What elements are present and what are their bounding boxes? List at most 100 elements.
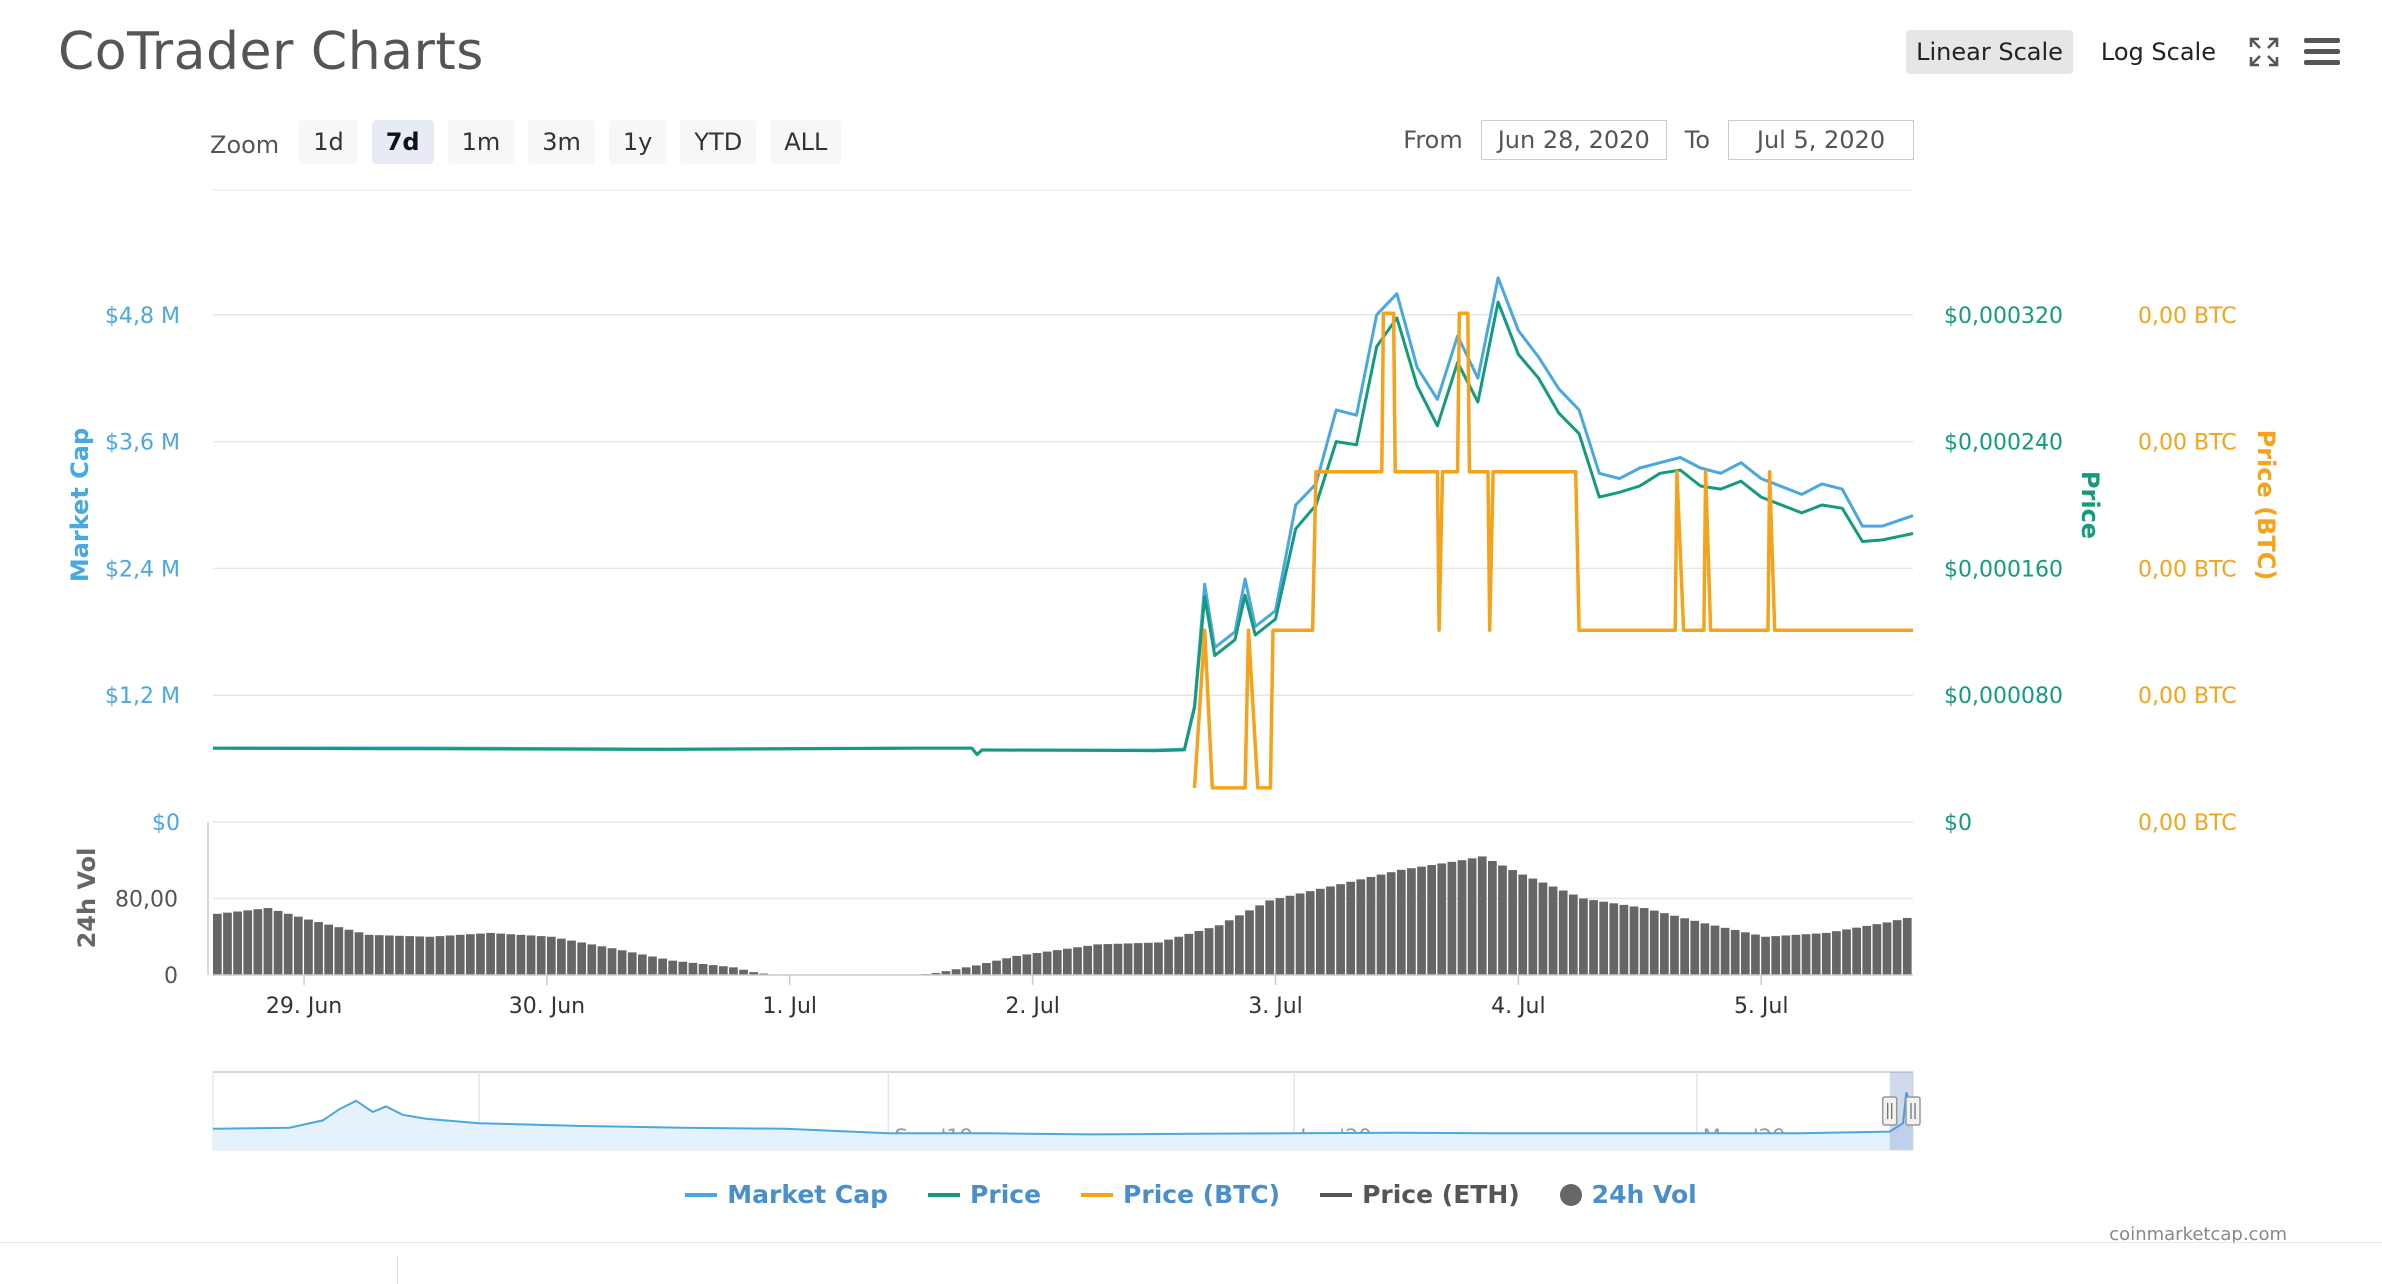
to-date-input[interactable] — [1728, 120, 1914, 160]
volume-bar — [1265, 900, 1275, 975]
zoom-3m-button[interactable]: 3m — [528, 120, 595, 164]
volume-bar — [364, 934, 374, 975]
navigator-handle[interactable] — [1905, 1096, 1921, 1126]
volume-bar — [314, 922, 323, 975]
volume-bar — [1528, 878, 1538, 975]
volume-bar — [1245, 910, 1254, 975]
x-tick-label: 4. Jul — [1491, 994, 1546, 1019]
volume-bar — [1133, 943, 1143, 975]
volume-bar — [1427, 865, 1437, 975]
volume-bar — [1154, 942, 1163, 975]
volume-bar — [607, 948, 617, 975]
zoom-7d-button[interactable]: 7d — [371, 120, 434, 164]
volume-bar — [1224, 920, 1234, 975]
date-range: From To — [1403, 120, 1914, 160]
zoom-ytd-button[interactable]: YTD — [680, 120, 757, 164]
zoom-1m-button[interactable]: 1m — [447, 120, 515, 164]
volume-bar — [1356, 879, 1366, 975]
volume-bar — [304, 919, 313, 975]
volume-bar — [1771, 936, 1781, 975]
volume-bar — [982, 963, 991, 975]
log-scale-button[interactable]: Log Scale — [2100, 38, 2216, 66]
volume-bar — [233, 911, 242, 975]
price-tick-label: $0,000080 — [1944, 684, 2063, 709]
volume-bar — [395, 935, 404, 975]
volume-bar — [1751, 934, 1760, 975]
series-line-price — [212, 300, 1914, 757]
volume-bar — [253, 909, 263, 975]
volume-bar — [324, 924, 334, 975]
volume-bar — [1113, 943, 1123, 975]
volume-bar — [1336, 884, 1345, 975]
volume-bar — [1872, 924, 1882, 975]
volume-bar — [708, 965, 718, 975]
volume-bar — [374, 935, 384, 975]
volume-bar — [455, 934, 465, 975]
volume-bar — [718, 966, 728, 975]
volume-bar — [648, 956, 657, 975]
legend-price-eth[interactable]: Price (ETH) — [1320, 1180, 1520, 1209]
volume-bar — [1862, 925, 1872, 975]
navigator-line — [212, 1092, 1914, 1136]
volume-bar — [1477, 856, 1487, 975]
fullscreen-icon[interactable] — [2244, 32, 2284, 72]
credits-link[interactable]: coinmarketcap.com — [2109, 1224, 2287, 1245]
navigator-selection — [1889, 1072, 1913, 1150]
volume-bar — [1386, 872, 1396, 975]
zoom-all-button[interactable]: ALL — [770, 120, 842, 164]
volume-bar — [1700, 923, 1710, 975]
zoom-1d-button[interactable]: 1d — [299, 120, 358, 164]
volume-bar — [1366, 876, 1376, 975]
volume-bar — [739, 969, 748, 975]
legend: Market Cap Price Price (BTC) Price (ETH)… — [0, 1180, 2382, 1209]
volume-bar — [749, 972, 759, 975]
legend-label: Market Cap — [727, 1180, 889, 1209]
volume-bar — [1538, 882, 1548, 975]
legend-price-btc[interactable]: Price (BTC) — [1081, 1180, 1280, 1209]
volume-bar — [1063, 948, 1072, 975]
price-btc-tick-label: 0,00 BTC — [2138, 431, 2237, 456]
legend-label: Price (ETH) — [1362, 1180, 1520, 1209]
volume-bar — [1073, 947, 1082, 975]
to-label: To — [1684, 126, 1710, 154]
legend-price[interactable]: Price — [928, 1180, 1041, 1209]
volume-bars — [213, 856, 1912, 975]
volume-bar — [293, 916, 303, 975]
volume-bar — [1498, 865, 1507, 975]
volume-bar — [1467, 858, 1477, 975]
volume-bar — [1832, 931, 1841, 975]
volume-bar — [526, 935, 536, 975]
from-date-input[interactable] — [1480, 120, 1667, 160]
navigator-handle[interactable] — [1881, 1096, 1898, 1126]
series-line-price-btc — [1192, 311, 1913, 790]
linear-scale-button[interactable]: Linear Scale — [1906, 30, 2073, 74]
hamburger-menu-icon[interactable] — [2302, 32, 2342, 72]
legend-market-cap[interactable]: Market Cap — [685, 1180, 888, 1209]
volume-bar — [1720, 927, 1730, 975]
zoom-1y-button[interactable]: 1y — [608, 120, 667, 164]
volume-bar — [1204, 928, 1214, 975]
volume-bar — [1305, 891, 1315, 975]
volume-bar — [425, 936, 435, 975]
volume-bar — [1568, 894, 1578, 975]
legend-label: 24h Vol — [1591, 1180, 1697, 1209]
volume-bar — [1639, 908, 1649, 975]
volume-bar — [1690, 920, 1700, 975]
volume-bar — [1579, 898, 1588, 975]
market-cap-tick-label: $0 — [152, 811, 180, 836]
legend-dot-icon — [1559, 1183, 1582, 1206]
x-tick-label: 1. Jul — [763, 994, 818, 1019]
volume-bar — [638, 954, 647, 975]
volume-bar — [951, 969, 961, 975]
volume-bar — [1214, 925, 1224, 975]
volume-bar — [1194, 931, 1204, 975]
volume-bar — [1609, 903, 1619, 975]
volume-bar — [931, 973, 941, 975]
volume-bar — [243, 910, 253, 975]
volume-bar — [1811, 933, 1821, 975]
legend-24h-vol[interactable]: 24h Vol — [1559, 1180, 1697, 1209]
price-btc-tick-label: 0,00 BTC — [2138, 684, 2237, 709]
price-tick-label: $0 — [1944, 811, 1972, 836]
volume-bar — [1660, 913, 1669, 975]
volume-bar — [1083, 945, 1092, 975]
